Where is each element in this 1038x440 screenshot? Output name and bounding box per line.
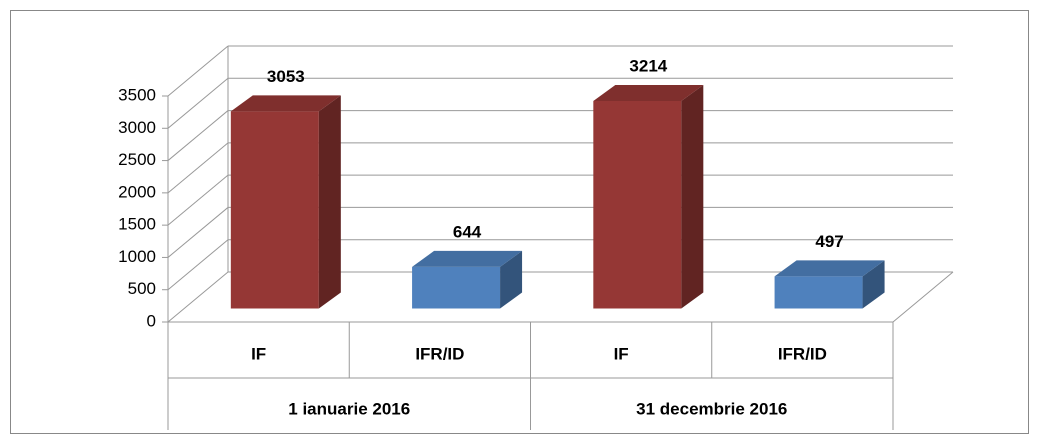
x-tick-label: IFR/ID xyxy=(778,344,827,363)
grid-line xyxy=(167,142,229,194)
data-label: 497 xyxy=(815,232,843,251)
bar-side xyxy=(681,84,704,309)
bar-top xyxy=(593,84,704,101)
floor-edge xyxy=(892,271,954,323)
bar-side xyxy=(500,250,523,309)
x-tick-label: IFR/ID xyxy=(415,344,464,363)
grid-line xyxy=(167,174,229,226)
y-tick-label: 1500 xyxy=(118,215,156,234)
y-tick-label: 1000 xyxy=(118,247,156,266)
bar-front xyxy=(412,266,501,309)
group-label: 1 ianuarie 2016 xyxy=(288,399,410,418)
bar-top xyxy=(412,250,523,267)
bar-front xyxy=(774,276,863,309)
grid-line xyxy=(167,239,229,291)
y-tick-label: 3500 xyxy=(118,85,156,104)
bar-side xyxy=(862,260,885,309)
grid-line xyxy=(167,271,229,323)
chart-border xyxy=(10,10,1029,434)
data-label: 3053 xyxy=(267,67,305,86)
data-label: 644 xyxy=(453,222,482,241)
y-tick-label: 2000 xyxy=(118,182,156,201)
y-tick-label: 0 xyxy=(147,311,156,330)
bar-side xyxy=(318,95,341,309)
grid-line xyxy=(167,45,229,97)
grid-line xyxy=(167,110,229,161)
bar-top xyxy=(230,95,341,112)
grid-line xyxy=(167,207,229,258)
y-tick-label: 3000 xyxy=(118,118,156,137)
bar-front xyxy=(230,111,319,309)
data-label: 3214 xyxy=(629,56,667,75)
x-tick-label: IF xyxy=(251,344,266,363)
bar-top xyxy=(774,260,885,277)
y-tick-label: 2500 xyxy=(118,150,156,169)
grid-line xyxy=(167,77,229,129)
group-label: 31 decembrie 2016 xyxy=(636,399,787,418)
x-tick-label: IF xyxy=(614,344,629,363)
y-tick-label: 500 xyxy=(128,279,156,298)
bar-front xyxy=(593,100,682,309)
